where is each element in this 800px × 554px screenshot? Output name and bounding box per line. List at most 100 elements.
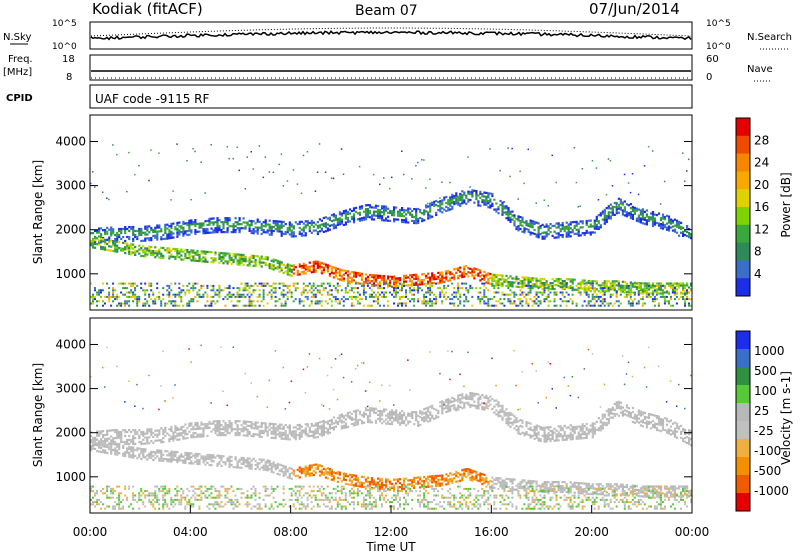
echo-cell <box>184 431 187 434</box>
echo-cell <box>254 222 257 225</box>
echo-cell <box>266 406 269 409</box>
echo-cell <box>126 302 129 305</box>
echo-cell <box>601 287 604 290</box>
echo-cell <box>557 234 560 237</box>
echo-cell <box>671 221 675 224</box>
echo-cell <box>667 219 671 222</box>
echo-cell <box>539 285 542 288</box>
echo-cell <box>316 266 319 269</box>
echo-cell <box>288 225 291 228</box>
echo-cell <box>208 457 211 461</box>
echo-cell <box>597 214 600 217</box>
echo-cell <box>144 494 147 497</box>
echo-cell <box>521 276 524 279</box>
echo-cell <box>192 505 195 508</box>
echo-cell <box>152 253 155 257</box>
echo-cell <box>571 287 574 290</box>
echo-cell <box>272 225 275 229</box>
echo-cell <box>537 304 540 307</box>
echo-cell <box>92 298 94 301</box>
echo-cell <box>441 203 444 206</box>
echo-cell <box>613 302 616 305</box>
echo-cell <box>379 217 382 220</box>
echo-cell <box>146 438 149 441</box>
echo-cell <box>427 217 430 220</box>
echo-cell <box>226 146 228 148</box>
echo-cell <box>148 454 151 457</box>
echo-cell <box>334 287 337 290</box>
echo-cell <box>661 225 665 228</box>
echo-cell <box>102 430 105 433</box>
echo-cell <box>491 204 494 207</box>
date-label: 07/Jun/2014 <box>589 0 680 18</box>
echo-cell <box>330 271 333 274</box>
echo-cell <box>100 247 103 250</box>
echo-cell <box>379 282 382 285</box>
echo-cell <box>601 218 604 221</box>
echo-cell <box>114 453 117 456</box>
echo-cell <box>92 295 94 298</box>
echo-cell <box>104 507 106 510</box>
echo-cell <box>340 212 343 215</box>
echo-cell <box>126 449 129 452</box>
echo-cell <box>501 209 504 212</box>
echo-cell <box>112 242 115 245</box>
echo-cell <box>354 295 357 298</box>
echo-cell <box>182 429 185 432</box>
echo-cell <box>194 424 197 427</box>
echo-cell <box>202 228 205 231</box>
echo-cell <box>661 217 665 220</box>
echo-cell <box>603 282 606 285</box>
echo-cell <box>232 287 235 290</box>
echo-cell <box>405 293 407 296</box>
echo-cell <box>344 291 347 294</box>
echo-cell <box>403 295 405 298</box>
echo-cell <box>407 284 410 287</box>
echo-cell <box>298 302 301 305</box>
echo-cell <box>136 237 139 241</box>
echo-cell <box>487 202 490 205</box>
echo-cell <box>653 213 657 216</box>
echo-cell <box>587 219 590 222</box>
echo-cell <box>248 461 251 464</box>
echo-cell <box>106 443 109 447</box>
echo-cell <box>511 281 514 284</box>
echo-cell <box>419 279 422 282</box>
echo-cell <box>364 281 368 284</box>
echo-cell <box>92 302 94 305</box>
echo-cell <box>180 248 183 251</box>
echo-cell <box>487 278 490 281</box>
echo-cell <box>605 282 608 285</box>
echo-cell <box>579 291 582 294</box>
echo-cell <box>607 217 610 220</box>
echo-cell <box>547 284 550 287</box>
echo-cell <box>142 454 145 457</box>
echo-cell <box>605 193 608 196</box>
echo-cell <box>196 487 199 490</box>
echo-cell <box>483 278 486 281</box>
echo-cell <box>222 461 225 464</box>
echo-cell <box>140 229 143 233</box>
echo-cell <box>364 214 368 217</box>
echo-cell <box>194 251 197 254</box>
echo-cell <box>603 222 606 225</box>
echo-cell <box>168 492 171 495</box>
echo-cell <box>527 280 530 283</box>
echo-cell <box>555 232 558 235</box>
echo-cell <box>110 230 113 233</box>
echo-cell <box>298 220 301 223</box>
echo-cell <box>296 183 299 185</box>
echo-cell <box>210 430 213 433</box>
echo-cell <box>623 214 626 217</box>
echo-cell <box>597 226 600 229</box>
echo-cell <box>194 456 197 459</box>
echo-cell <box>148 304 151 307</box>
echo-cell <box>94 289 96 292</box>
echo-cell <box>627 182 630 184</box>
echo-cell <box>663 295 666 298</box>
echo-cell <box>497 212 500 215</box>
echo-cell <box>621 201 624 204</box>
echo-cell <box>238 287 241 290</box>
echo-cell <box>583 233 586 237</box>
echo-cell <box>120 436 123 440</box>
